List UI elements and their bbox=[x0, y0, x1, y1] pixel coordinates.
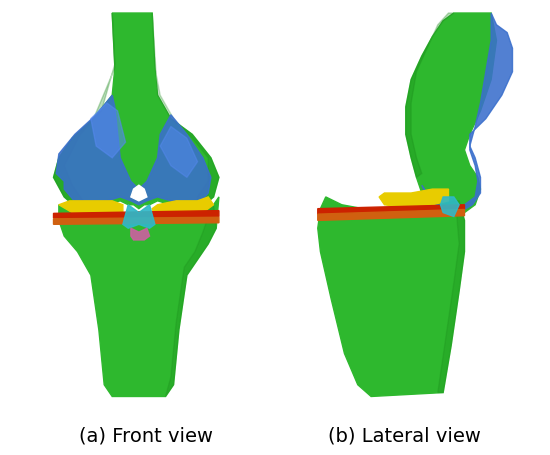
Polygon shape bbox=[152, 13, 219, 209]
Polygon shape bbox=[123, 205, 155, 228]
Polygon shape bbox=[438, 201, 464, 393]
Polygon shape bbox=[379, 189, 448, 209]
Polygon shape bbox=[441, 197, 459, 217]
Polygon shape bbox=[318, 197, 464, 396]
Polygon shape bbox=[166, 205, 216, 396]
Polygon shape bbox=[131, 185, 147, 201]
Text: (b) Lateral view: (b) Lateral view bbox=[328, 427, 481, 446]
Polygon shape bbox=[406, 13, 454, 177]
Polygon shape bbox=[53, 217, 219, 224]
Polygon shape bbox=[53, 211, 219, 218]
Polygon shape bbox=[160, 126, 197, 177]
Polygon shape bbox=[59, 197, 219, 396]
Polygon shape bbox=[56, 95, 211, 209]
Polygon shape bbox=[53, 13, 219, 212]
Polygon shape bbox=[59, 201, 123, 217]
Polygon shape bbox=[53, 13, 115, 209]
Polygon shape bbox=[318, 209, 464, 220]
Polygon shape bbox=[406, 13, 497, 217]
Polygon shape bbox=[422, 13, 513, 212]
Polygon shape bbox=[131, 228, 150, 240]
Text: (a) Front view: (a) Front view bbox=[79, 427, 213, 446]
Polygon shape bbox=[318, 205, 464, 214]
Polygon shape bbox=[152, 197, 213, 217]
Polygon shape bbox=[91, 103, 125, 158]
